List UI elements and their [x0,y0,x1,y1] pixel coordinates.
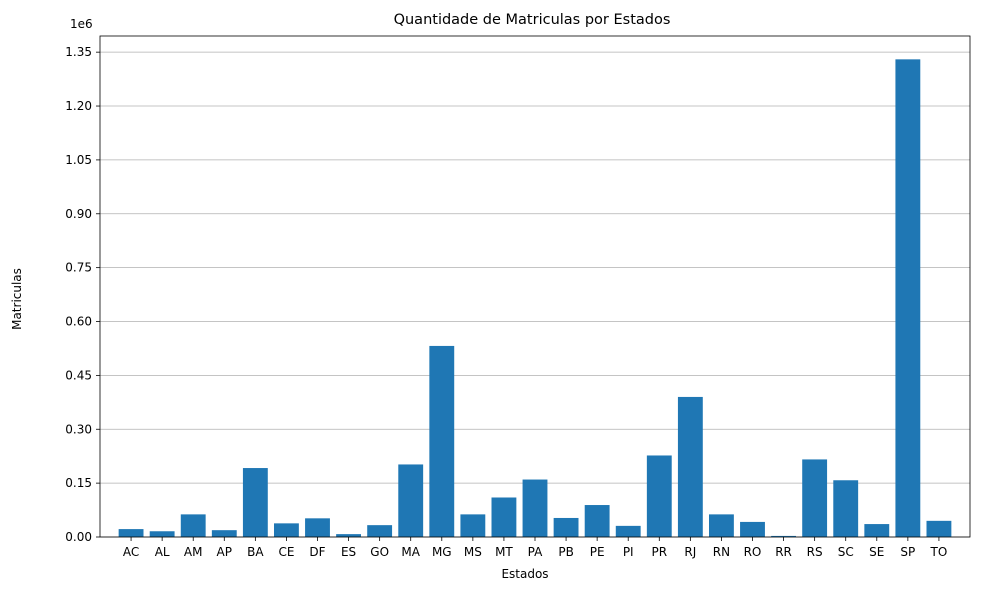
bar-mt [491,497,517,537]
x-tick-label-pa: PA [528,545,543,559]
bar-mg [429,345,455,537]
y-tick-label: 0.90 [65,207,92,221]
x-tick-label-mg: MG [432,545,452,559]
x-tick-label-mt: MT [495,545,513,559]
grid-layer [100,51,970,538]
bar-sc [833,480,859,537]
x-tick-label-pr: PR [651,545,667,559]
x-tick-label-df: DF [309,545,325,559]
x-tick-label-to: TO [930,545,948,559]
y-offset-label: 1e6 [70,17,93,31]
x-tick-label-pi: PI [623,545,634,559]
bar-pe [584,505,610,537]
x-tick-label-ba: BA [247,545,264,559]
x-tick-label-ma: MA [401,545,420,559]
x-tick-label-pb: PB [558,545,573,559]
y-tick-label: 0.30 [65,422,92,436]
y-tick-label: 0.15 [65,476,92,490]
x-tick-label-al: AL [155,545,170,559]
bar-pb [553,517,579,537]
x-tick-label-ap: AP [217,545,232,559]
x-tick-label-ms: MS [464,545,482,559]
bar-ce [274,523,299,537]
x-tick-label-ce: CE [278,545,294,559]
axes-layer [99,35,971,538]
y-tick-label: 0.00 [65,530,92,544]
y-tick-label: 1.20 [65,99,92,113]
x-tick-label-sp: SP [900,545,915,559]
bar-es [336,534,361,537]
plot-frame [99,35,971,538]
x-tick-label-sc: SC [838,545,854,559]
bar-ba [242,468,268,537]
bars-layer [118,59,952,537]
y-axis-label: Matriculas [10,268,24,330]
bar-pi [615,525,641,537]
bar-al [149,531,175,537]
y-tick-label: 0.45 [65,368,92,382]
bar-pr [646,455,672,537]
bar-am [180,514,206,537]
x-tick-label-es: ES [341,545,356,559]
bar-ac [118,529,144,537]
bar-rj [677,396,703,537]
ticks-layer: 0.00 0.15 0.30 0.45 0.60 0.75 0.90 1.05 1.20 1.35… [65,45,947,559]
bar-rn [709,514,734,537]
bar-se [864,524,890,537]
bar-ap [211,530,237,537]
bar-rr [771,535,796,537]
y-tick-label: 1.05 [65,153,92,167]
bar-ro [740,521,765,537]
x-tick-label-rs: RS [807,545,823,559]
bar-ms [460,514,486,537]
bar-pa [522,479,548,537]
chart-title: Quantidade de Matriculas por Estados [394,12,671,28]
x-tick-label-go: GO [370,545,389,559]
x-tick-label-pe: PE [590,545,605,559]
y-tick-label: 0.75 [65,261,92,275]
bar-df [305,518,330,537]
y-tick-label: 0.60 [65,315,92,329]
bar-ma [398,464,424,537]
y-tick-label: 1.35 [65,45,92,59]
x-tick-label-rj: RJ [684,545,696,559]
x-tick-label-ro: RO [744,545,762,559]
bar-to [926,520,952,537]
bar-go [367,525,393,537]
x-tick-label-rn: RN [713,545,730,559]
bar-sp [895,59,921,537]
x-axis-label: Estados [501,567,548,581]
x-tick-label-rr: RR [775,545,792,559]
x-tick-label-am: AM [184,545,203,559]
bar-rs [802,459,828,537]
x-tick-label-se: SE [869,545,884,559]
x-tick-label-ac: AC [123,545,139,559]
